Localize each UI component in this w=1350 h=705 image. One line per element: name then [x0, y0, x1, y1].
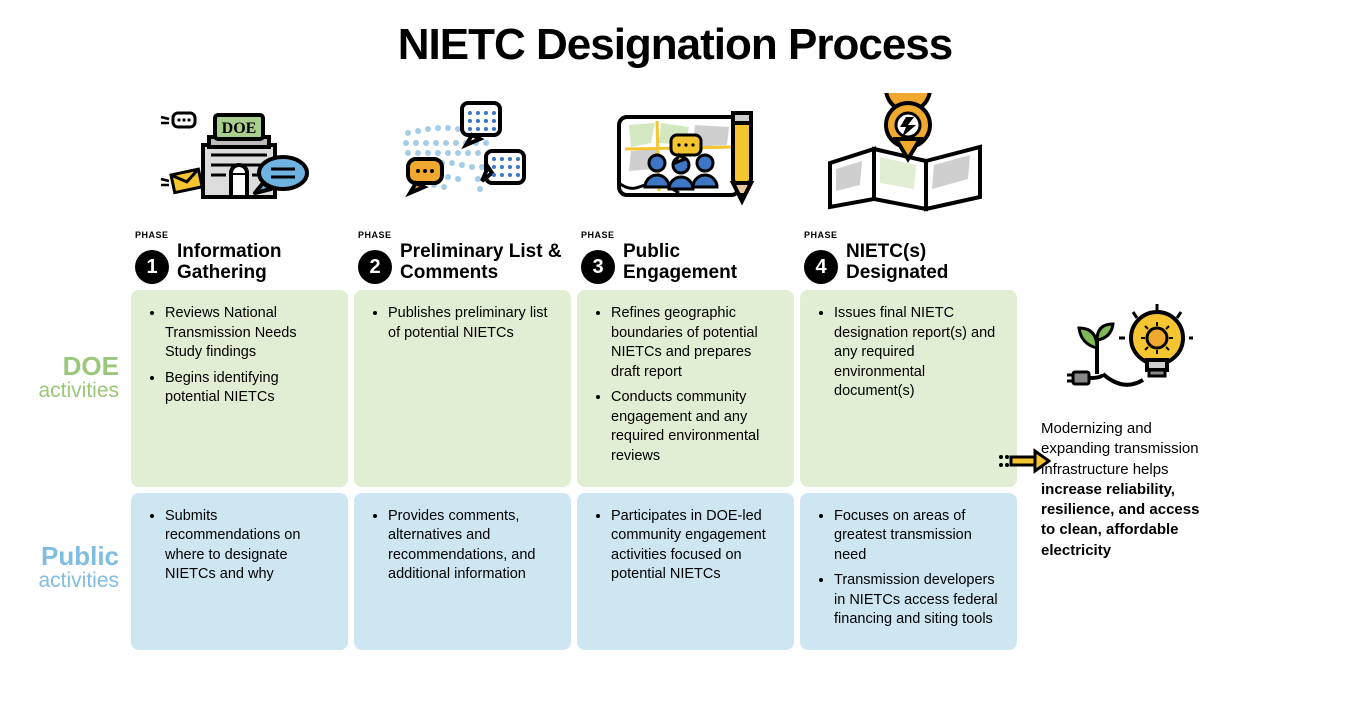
pub-card-3: Participates in DOE-led community engage… — [577, 493, 794, 650]
process-grid: DOE — [30, 90, 1320, 656]
phase-2-badge: 2 — [358, 250, 392, 284]
doe-card-1: Reviews National Transmission Needs Stud… — [131, 290, 348, 487]
outcome-text: Modernizing and expanding transmission i… — [1041, 419, 1215, 561]
phase-2-title: Preliminary List & Comments — [400, 242, 567, 284]
list-item: Begins identifying potential NIETCs — [165, 369, 332, 408]
phase-1-title: Information Gathering — [177, 242, 344, 284]
phase-1-badge: 1 — [135, 250, 169, 284]
list-item: Refines geographic boundaries of potenti… — [611, 304, 778, 382]
phase-1-header: PHASE 1 Information Gathering — [131, 230, 348, 284]
list-item: Transmission developers in NIETCs access… — [834, 571, 1001, 630]
outcome-icon — [1063, 300, 1193, 405]
arrow-icon — [997, 447, 1051, 475]
svg-text:DOE: DOE — [221, 120, 256, 137]
phase-3-header: PHASE 3 Public Engagement — [577, 230, 794, 284]
outcome-bold: increase reliability, resilience, and ac… — [1041, 481, 1199, 559]
phase-label: PHASE — [135, 230, 169, 240]
phase-label: PHASE — [358, 230, 392, 240]
phase-3-icon — [577, 90, 794, 220]
doe-activities-row: Reviews National Transmission Needs Stud… — [131, 290, 1017, 487]
doe-card-3: Refines geographic boundaries of potenti… — [577, 290, 794, 487]
list-item: Provides comments, alternatives and reco… — [388, 507, 555, 585]
phase-4-badge: 4 — [804, 250, 838, 284]
doe-row-label: DOE activities — [30, 290, 125, 465]
phase-4-header: PHASE 4 NIETC(s) Designated — [800, 230, 1017, 284]
list-item: Issues final NIETC designation report(s)… — [834, 304, 1001, 402]
list-item: Participates in DOE-led community engage… — [611, 507, 778, 585]
list-item: Submits recommendations on where to desi… — [165, 507, 332, 585]
doe-card-4: Issues final NIETC designation report(s)… — [800, 290, 1017, 487]
pub-card-1: Submits recommendations on where to desi… — [131, 493, 348, 650]
phase-3-title: Public Engagement — [623, 242, 790, 284]
phase-label: PHASE — [581, 230, 615, 240]
page-title: NIETC Designation Process — [30, 20, 1320, 70]
public-label-small: activities — [30, 569, 119, 592]
phase-3-badge: 3 — [581, 250, 615, 284]
phase-4-title: NIETC(s) Designated — [846, 242, 1013, 284]
outcome-panel: Modernizing and expanding transmission i… — [1023, 290, 1223, 571]
doe-label-small: activities — [30, 379, 119, 402]
outcome-leadin: Modernizing and expanding transmission i… — [1041, 420, 1199, 478]
phase-4-icon — [800, 90, 1017, 220]
header-row: PHASE 1 Information Gathering PHASE 2 Pr… — [131, 230, 1017, 284]
infographic-root: NIETC Designation Process — [0, 0, 1350, 676]
phase-1-icon: DOE — [131, 90, 348, 220]
phase-2-header: PHASE 2 Preliminary List & Comments — [354, 230, 571, 284]
phase-2-icon — [354, 90, 571, 220]
list-item: Conducts community engagement and any re… — [611, 388, 778, 466]
public-label-big: Public — [30, 543, 119, 569]
icon-row: DOE — [131, 90, 1017, 220]
phase-label: PHASE — [804, 230, 838, 240]
list-item: Focuses on areas of greatest transmissio… — [834, 507, 1001, 566]
public-row-label: Public activities — [30, 493, 125, 643]
list-item: Reviews National Transmission Needs Stud… — [165, 304, 332, 363]
public-activities-row: Submits recommendations on where to desi… — [131, 493, 1017, 650]
doe-card-2: Publishes preliminary list of potential … — [354, 290, 571, 487]
list-item: Publishes preliminary list of potential … — [388, 304, 555, 343]
pub-card-4: Focuses on areas of greatest transmissio… — [800, 493, 1017, 650]
doe-label-big: DOE — [30, 353, 119, 379]
pub-card-2: Provides comments, alternatives and reco… — [354, 493, 571, 650]
